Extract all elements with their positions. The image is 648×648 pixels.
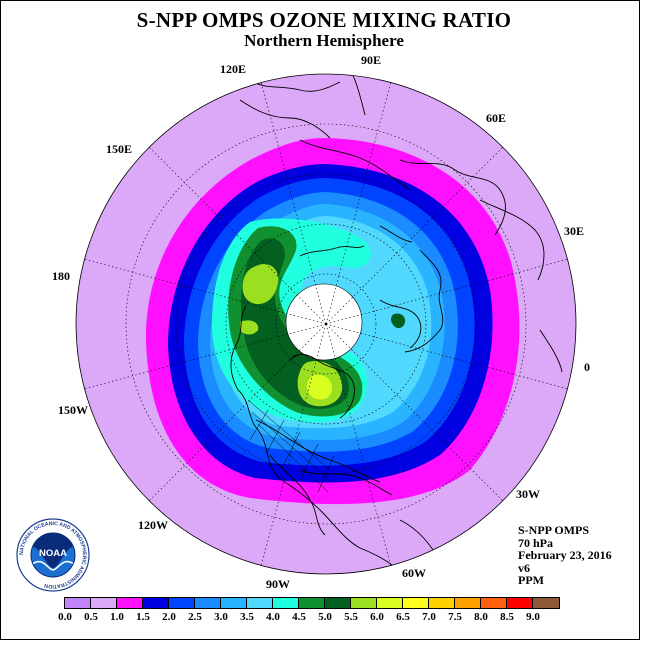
longitude-label-30w: 30W	[516, 487, 540, 501]
colorbar-tick-label: 5.5	[344, 611, 358, 623]
colorbar-swatch	[507, 598, 533, 608]
pole-boundary	[285, 283, 363, 361]
colorbar-tick-label: 2.5	[188, 611, 202, 623]
meridian-line	[261, 82, 327, 325]
meridian-line	[149, 147, 327, 325]
plot-frame	[0, 0, 640, 640]
longitude-label-30e: 30E	[564, 224, 585, 238]
longitude-label-90e: 90E	[361, 53, 382, 67]
colorbar-swatch	[533, 598, 559, 608]
colorbar-swatch	[273, 598, 299, 608]
longitude-label-60e: 60E	[486, 111, 507, 125]
colorbar-swatch	[169, 598, 195, 608]
colorbar-swatch	[91, 598, 117, 608]
colorbar-tick-label: 0.0	[58, 611, 72, 623]
coastlines	[230, 74, 563, 574]
band-5.0-east	[391, 313, 406, 329]
meridian-line	[84, 259, 327, 325]
map-title: S-NPP OMPS OZONE MIXING RATIO	[136, 8, 512, 32]
longitude-label-150w: 150W	[58, 403, 88, 417]
colorbar-tick-label: 4.5	[292, 611, 306, 623]
colorbar-swatch	[65, 598, 91, 608]
meridian-line	[149, 323, 327, 501]
colorbar-ticks: 0.0 0.5 1.0 1.5 2.0 2.5 3.0 3.5 4.0 4.5 5.0 5.5 6.0 6…	[0, 611, 648, 625]
meridian-line	[325, 259, 568, 325]
colorbar-tick-label: 8.0	[474, 611, 488, 623]
colorbar-tick-label: 4.0	[266, 611, 280, 623]
latitude-circle	[125, 123, 527, 525]
meridian-line	[325, 323, 391, 566]
colorbar-tick-label: 1.5	[136, 611, 150, 623]
colorbar-tick-label: 6.5	[396, 611, 410, 623]
logo-text: NOAA	[39, 548, 67, 559]
colorbar-swatch	[299, 598, 325, 608]
colorbar-tick-label: 3.5	[240, 611, 254, 623]
colorbar-swatch	[429, 598, 455, 608]
colorbar-swatch	[143, 598, 169, 608]
longitude-label-0: 0	[584, 360, 590, 374]
colorbar-swatch	[117, 598, 143, 608]
colorbar-swatch	[481, 598, 507, 608]
colorbar-swatch	[325, 598, 351, 608]
colorbar-tick-label: 6.0	[370, 611, 384, 623]
colorbar-tick-label: 1.0	[110, 611, 124, 623]
colorbar-swatch	[455, 598, 481, 608]
longitude-label-120w: 120W	[138, 518, 168, 532]
band-6.0	[306, 374, 332, 400]
band-5.5-west	[240, 320, 259, 335]
info-date: February 23, 2016	[518, 548, 612, 562]
latitude-circle	[275, 273, 377, 375]
colorbar-swatch	[195, 598, 221, 608]
info-block: S-NPP OMPS 70 hPa February 23, 2016 v6 P…	[518, 524, 612, 587]
colorbar-tick-label: 9.0	[526, 611, 540, 623]
band-5.5-north	[242, 263, 279, 305]
longitude-label-120e: 120E	[220, 62, 247, 76]
colorbar-tick-label: 3.0	[214, 611, 228, 623]
info-unit: PPM	[518, 573, 544, 587]
colorbar-tick-label: 0.5	[84, 611, 98, 623]
info-instrument: S-NPP OMPS	[518, 523, 589, 537]
latitude-circle	[175, 173, 477, 475]
colorbar-swatch	[377, 598, 403, 608]
latitude-circle	[225, 223, 427, 425]
info-level: 70 hPa	[518, 535, 554, 550]
colorbar-swatch	[351, 598, 377, 608]
map-subtitle: Northern Hemisphere	[244, 31, 404, 50]
meridian-line	[325, 82, 391, 325]
meridian-line	[325, 323, 503, 501]
meridian-line	[84, 323, 327, 389]
meridian-line	[325, 323, 568, 389]
longitude-label-60w: 60W	[402, 566, 426, 580]
colorbar-tick-label: 7.5	[448, 611, 462, 623]
longitude-label-90w: 90W	[266, 577, 290, 591]
map-boundary	[75, 73, 577, 575]
longitude-label-150e: 150E	[106, 142, 133, 156]
colorbar-swatch	[403, 598, 429, 608]
state-boundaries	[247, 399, 335, 493]
colorbar-swatch	[221, 598, 247, 608]
colorbar-tick-label: 5.0	[318, 611, 332, 623]
colorbar-swatch	[247, 598, 273, 608]
colorbar-tick-label: 2.0	[162, 611, 176, 623]
longitude-label-180: 180	[52, 269, 70, 283]
info-version: v6	[518, 560, 530, 575]
colorbar-tick-label: 7.0	[422, 611, 436, 623]
colorbar	[64, 597, 560, 609]
noaa-logo: NATIONAL OCEANIC AND ATMOSPHERIC ADMINIS…	[16, 518, 90, 592]
colorbar-tick-label: 8.5	[500, 611, 514, 623]
